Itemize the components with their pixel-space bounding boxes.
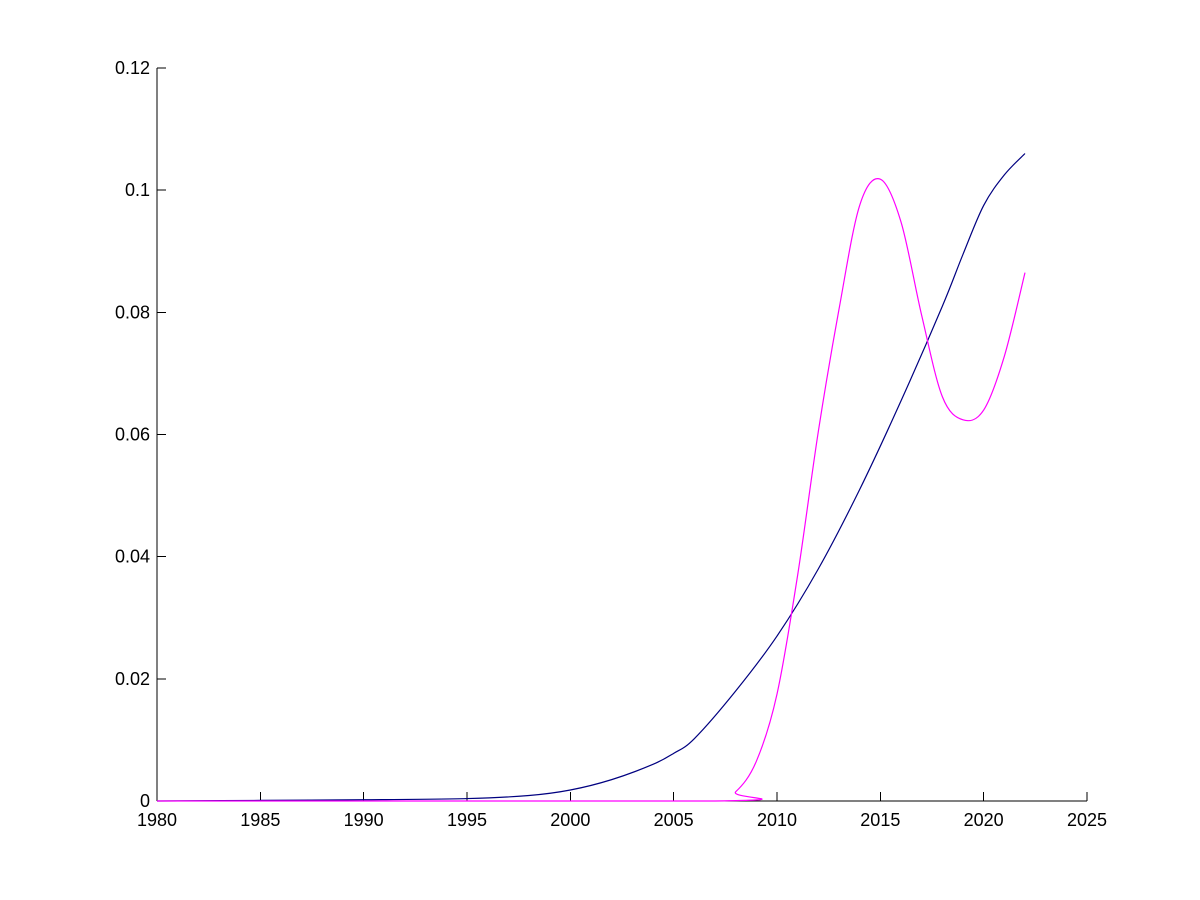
x-tick-label: 1980 (137, 810, 177, 830)
y-tick-label: 0.06 (115, 425, 150, 445)
x-tick-label: 2025 (1067, 810, 1107, 830)
x-tick-label: 1990 (344, 810, 384, 830)
x-tick-label: 1985 (240, 810, 280, 830)
x-tick-label: 2005 (654, 810, 694, 830)
series-line-2 (156, 178, 1026, 802)
x-tick-label: 2010 (757, 810, 797, 830)
x-tick-label: 2000 (550, 810, 590, 830)
y-tick-label: 0.04 (115, 547, 150, 567)
series-lines (156, 153, 1026, 802)
series-line-1 (156, 153, 1026, 802)
x-tick-label: 1995 (447, 810, 487, 830)
x-tick-label: 2020 (964, 810, 1004, 830)
y-tick-label: 0 (140, 791, 150, 811)
y-tick-label: 0.02 (115, 669, 150, 689)
y-tick-label: 0.08 (115, 302, 150, 322)
y-tick-label: 0.12 (115, 58, 150, 78)
x-tick-label: 2015 (860, 810, 900, 830)
y-tick-label: 0.1 (125, 180, 150, 200)
axes: 1980 1985 1990 1995 2000 2005 2010 2015 2020 2025… (115, 58, 1107, 830)
